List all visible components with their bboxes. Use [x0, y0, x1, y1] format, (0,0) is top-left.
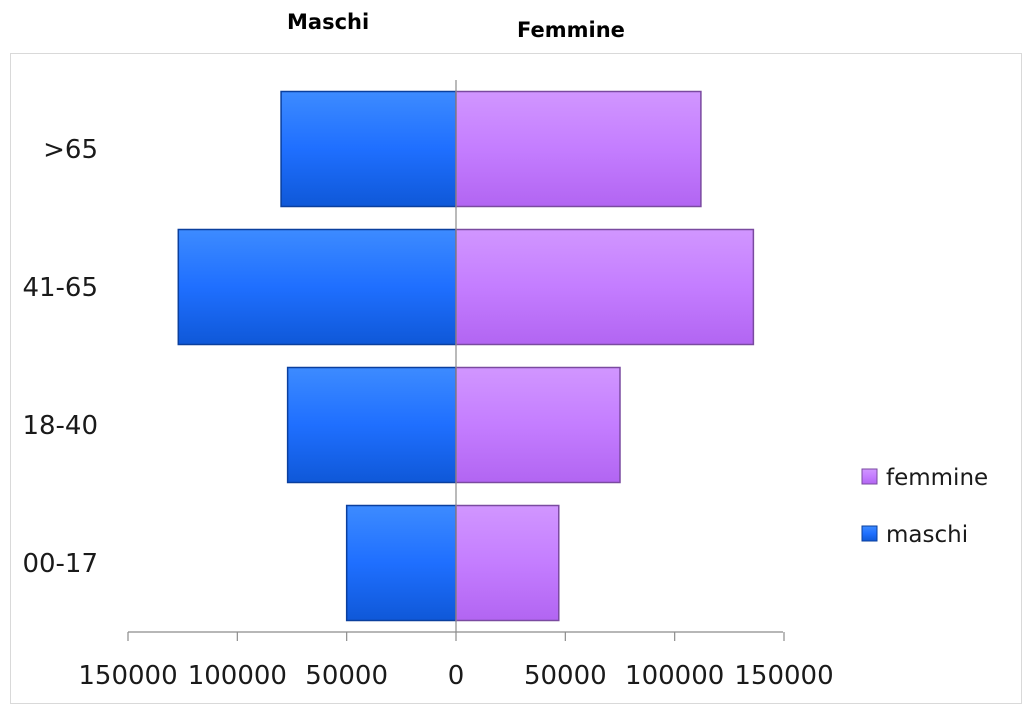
category-label: 18-40	[22, 411, 98, 441]
category-label: 41-65	[22, 273, 98, 303]
bar-maschi-41-65	[177, 228, 457, 346]
x-tick-label: 150000	[78, 661, 177, 691]
bar-femmine-18-40	[455, 366, 621, 484]
x-tick-label: 100000	[188, 661, 287, 691]
maschi-header: Maschi	[287, 10, 370, 34]
legend-swatch-maschi	[861, 525, 878, 542]
category-label: 00-17	[22, 549, 98, 579]
x-tick-label: 50000	[305, 661, 388, 691]
legend-label-femmine: femmine	[886, 465, 988, 491]
bar-maschi-00-17	[345, 504, 457, 622]
x-tick-label: 100000	[625, 661, 724, 691]
bar-maschi->65	[280, 90, 457, 208]
category-label: >65	[43, 135, 98, 165]
bar-femmine-41-65	[455, 228, 755, 346]
x-tick-label: 50000	[524, 661, 607, 691]
x-tick-label: 0	[448, 661, 465, 691]
bar-maschi-18-40	[286, 366, 457, 484]
legend-label-maschi: maschi	[886, 522, 968, 548]
legend-swatch-femmine	[861, 468, 878, 485]
bar-femmine->65	[455, 90, 702, 208]
bar-femmine-00-17	[455, 504, 560, 622]
x-tick-label: 150000	[734, 661, 833, 691]
femmine-header: Femmine	[517, 18, 625, 42]
